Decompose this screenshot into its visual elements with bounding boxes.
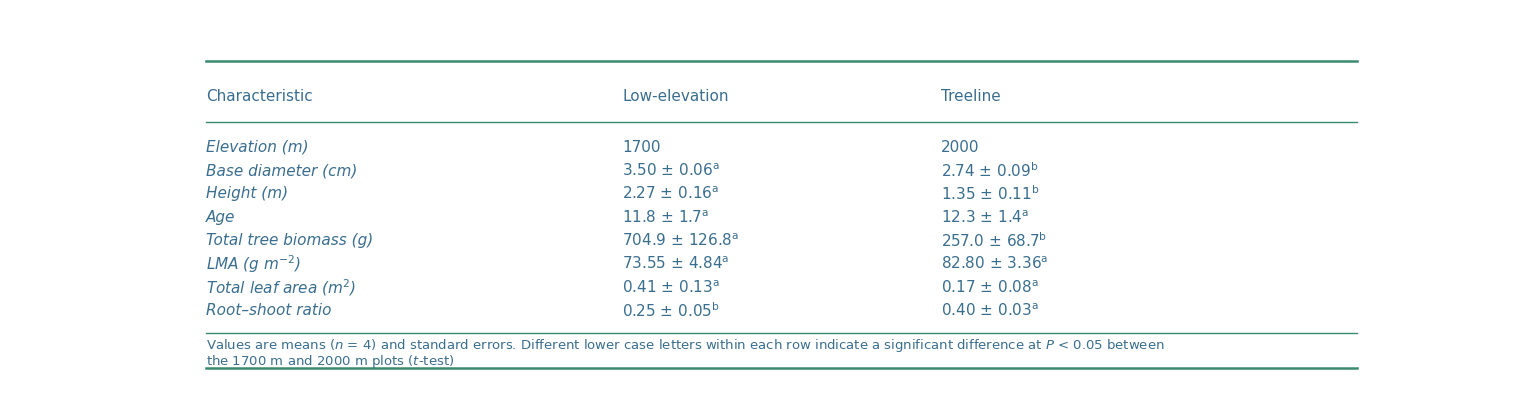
Text: 11.8 ± 1.7$^{\mathrm{a}}$: 11.8 ± 1.7$^{\mathrm{a}}$ — [622, 209, 709, 225]
Text: 704.9 ± 126.8$^{\mathrm{a}}$: 704.9 ± 126.8$^{\mathrm{a}}$ — [622, 232, 740, 249]
Text: 12.3 ± 1.4$^{\mathrm{a}}$: 12.3 ± 1.4$^{\mathrm{a}}$ — [941, 209, 1029, 225]
Text: Height (m): Height (m) — [206, 186, 288, 201]
Text: 1700: 1700 — [622, 140, 660, 155]
Text: Elevation (m): Elevation (m) — [206, 140, 308, 155]
Text: 2.27 ± 0.16$^{\mathrm{a}}$: 2.27 ± 0.16$^{\mathrm{a}}$ — [622, 186, 720, 202]
Text: 0.40 ± 0.03$^{\mathrm{a}}$: 0.40 ± 0.03$^{\mathrm{a}}$ — [941, 302, 1039, 319]
Text: 2000: 2000 — [941, 140, 979, 155]
Text: Low-elevation: Low-elevation — [622, 89, 729, 104]
Text: Characteristic: Characteristic — [206, 89, 313, 104]
Text: 1.35 ± 0.11$^{\mathrm{b}}$: 1.35 ± 0.11$^{\mathrm{b}}$ — [941, 185, 1040, 203]
Text: 2.74 ± 0.09$^{\mathrm{b}}$: 2.74 ± 0.09$^{\mathrm{b}}$ — [941, 161, 1039, 180]
Text: Treeline: Treeline — [941, 89, 1000, 104]
Text: 82.80 ± 3.36$^{\mathrm{a}}$: 82.80 ± 3.36$^{\mathrm{a}}$ — [941, 256, 1049, 272]
Text: Base diameter (cm): Base diameter (cm) — [206, 163, 357, 178]
Text: 73.55 ± 4.84$^{\mathrm{a}}$: 73.55 ± 4.84$^{\mathrm{a}}$ — [622, 256, 729, 272]
Text: Values are means ($n$ = 4) and standard errors. Different lower case letters wit: Values are means ($n$ = 4) and standard … — [206, 337, 1165, 354]
Text: Age: Age — [206, 210, 235, 225]
Text: Total leaf area (m$^{2}$): Total leaf area (m$^{2}$) — [206, 277, 355, 298]
Text: LMA (g m$^{-2}$): LMA (g m$^{-2}$) — [206, 253, 300, 275]
Text: Total tree biomass (g): Total tree biomass (g) — [206, 233, 374, 248]
Text: 0.41 ± 0.13$^{\mathrm{a}}$: 0.41 ± 0.13$^{\mathrm{a}}$ — [622, 279, 720, 295]
Text: 0.17 ± 0.08$^{\mathrm{a}}$: 0.17 ± 0.08$^{\mathrm{a}}$ — [941, 279, 1039, 295]
Text: Root–shoot ratio: Root–shoot ratio — [206, 303, 331, 318]
Text: 257.0 ± 68.7$^{\mathrm{b}}$: 257.0 ± 68.7$^{\mathrm{b}}$ — [941, 231, 1048, 250]
Text: 3.50 ± 0.06$^{\mathrm{a}}$: 3.50 ± 0.06$^{\mathrm{a}}$ — [622, 162, 720, 179]
Text: 0.25 ± 0.05$^{\mathrm{b}}$: 0.25 ± 0.05$^{\mathrm{b}}$ — [622, 301, 720, 320]
Text: the 1700 m and 2000 m plots ($t$-test): the 1700 m and 2000 m plots ($t$-test) — [206, 353, 454, 370]
